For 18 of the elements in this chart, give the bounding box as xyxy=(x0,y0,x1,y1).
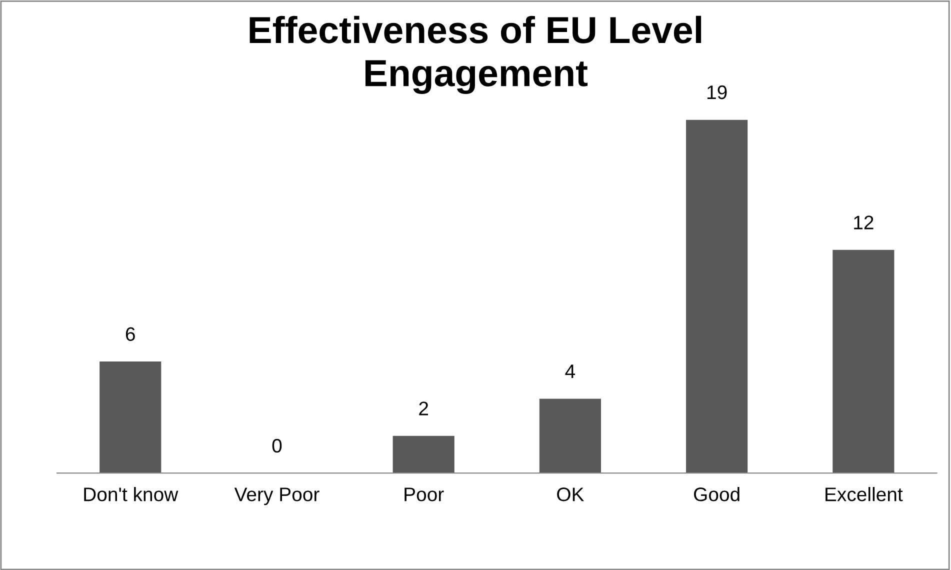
bar xyxy=(100,362,162,474)
bar xyxy=(832,250,894,474)
bar xyxy=(392,436,454,474)
x-tick-label: Don't know xyxy=(84,486,178,502)
data-label: 19 xyxy=(707,85,727,100)
data-label: 2 xyxy=(419,402,428,416)
data-label: 0 xyxy=(272,438,282,453)
data-label: 12 xyxy=(854,216,874,230)
bar xyxy=(539,398,601,474)
bar xyxy=(686,120,748,474)
x-tick-label: Good xyxy=(694,486,740,502)
chart-title: Effectiveness of EU Level Engagement xyxy=(250,16,702,94)
x-tick-label: OK xyxy=(557,488,584,502)
x-tick-label: Very Poor xyxy=(234,488,320,506)
x-tick-label: Poor xyxy=(404,488,444,502)
x-tick-label: Excellent xyxy=(826,486,903,502)
data-label: 4 xyxy=(565,364,576,378)
data-label: 6 xyxy=(126,327,135,341)
